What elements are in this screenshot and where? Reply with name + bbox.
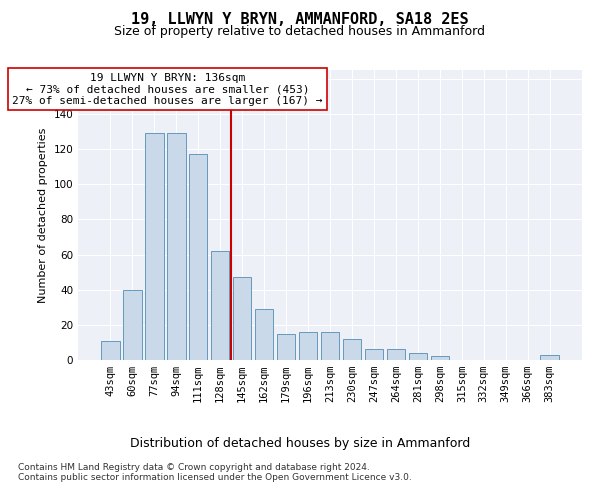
Text: Size of property relative to detached houses in Ammanford: Size of property relative to detached ho… (115, 25, 485, 38)
Bar (167, 134, 185, 360)
Y-axis label: Number of detached properties: Number of detached properties (38, 128, 48, 302)
Bar (233, 278, 251, 360)
Bar (189, 154, 208, 360)
Bar (255, 309, 274, 360)
Bar (409, 353, 427, 360)
Bar (123, 290, 142, 360)
Text: 19 LLWYN Y BRYN: 136sqm
← 73% of detached houses are smaller (453)
27% of semi-d: 19 LLWYN Y BRYN: 136sqm ← 73% of detache… (12, 72, 323, 106)
Bar (365, 350, 383, 360)
Bar (386, 350, 405, 360)
Bar (101, 340, 119, 360)
Text: Contains HM Land Registry data © Crown copyright and database right 2024.
Contai: Contains HM Land Registry data © Crown c… (18, 462, 412, 482)
Bar (431, 356, 449, 360)
Bar (343, 339, 361, 360)
Bar (277, 334, 295, 360)
Text: 19, LLWYN Y BRYN, AMMANFORD, SA18 2ES: 19, LLWYN Y BRYN, AMMANFORD, SA18 2ES (131, 12, 469, 28)
Bar (145, 134, 164, 360)
Bar (320, 332, 340, 360)
Bar (299, 332, 317, 360)
Bar (541, 354, 559, 360)
Text: Distribution of detached houses by size in Ammanford: Distribution of detached houses by size … (130, 438, 470, 450)
Bar (211, 251, 229, 360)
